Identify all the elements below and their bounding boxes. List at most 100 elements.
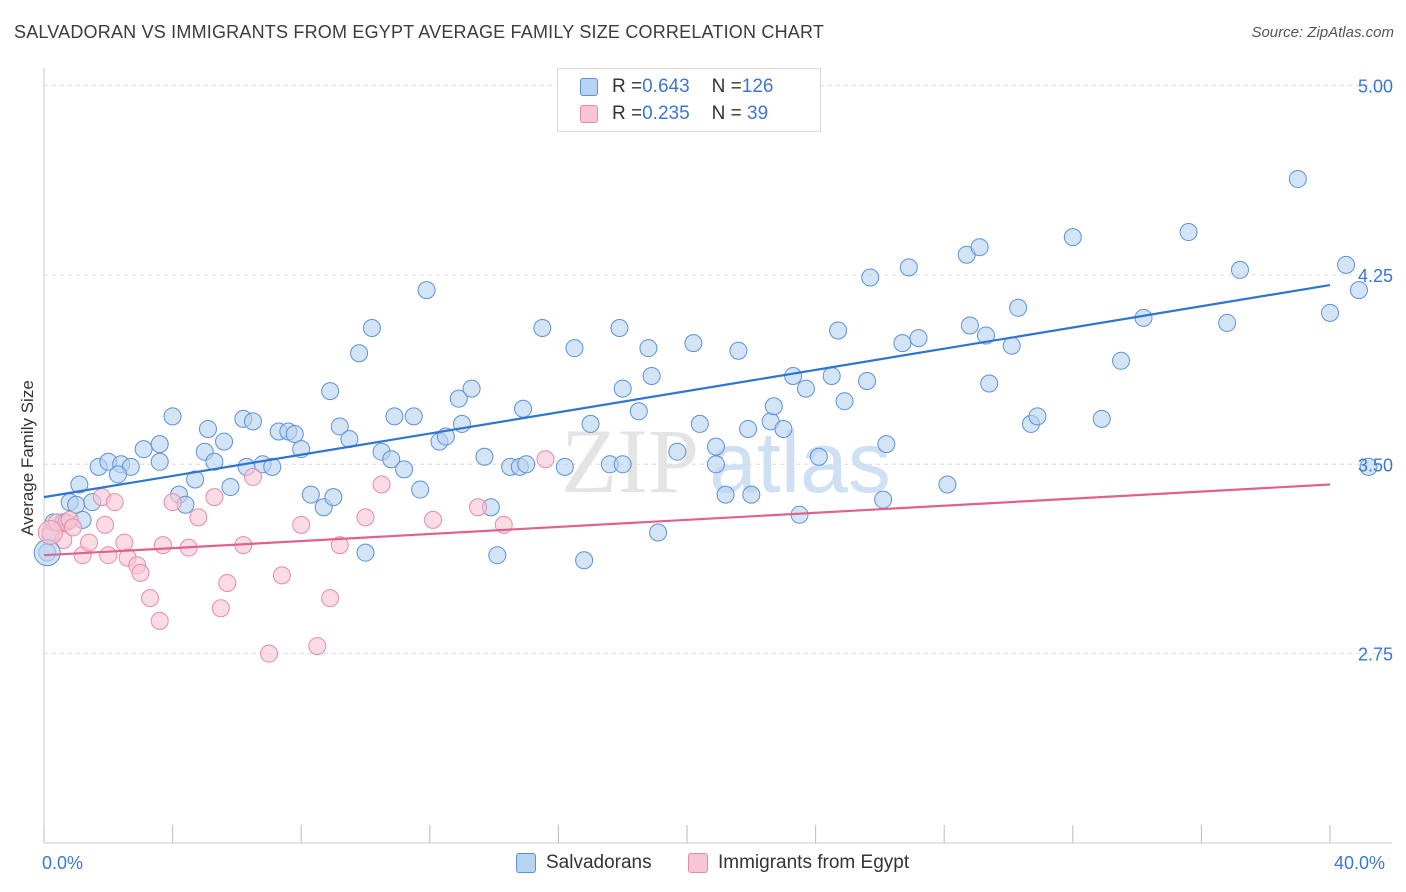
salvadoran-point [1002, 336, 1021, 355]
y-tick-label: 2.75 [1358, 645, 1393, 665]
salvadoran-point [565, 339, 584, 358]
salvadoran-point [411, 480, 430, 499]
salvadoran-point [706, 437, 725, 456]
salvadoran-point [449, 389, 468, 408]
salvadoran-point [690, 414, 709, 433]
salvadoran-point [909, 329, 928, 348]
salvadoran-point [1092, 409, 1111, 428]
egypt-point [469, 498, 488, 517]
salvadoran-point [163, 407, 182, 426]
egypt-point [131, 563, 150, 582]
egypt-point [356, 508, 375, 527]
bottom-legend-label-salvadorans: Salvadorans [546, 852, 652, 873]
legend-swatch-pink [580, 105, 598, 123]
egypt-point [260, 644, 279, 663]
legend-n-value: 39 [741, 103, 769, 124]
chart-title: SALVADORAN VS IMMIGRANTS FROM EGYPT AVER… [14, 22, 825, 42]
salvadoran-point [285, 425, 304, 444]
salvadoran-point [263, 457, 282, 476]
salvadoran-point [822, 366, 841, 385]
egypt-point [243, 467, 262, 486]
salvadoran-point [1179, 223, 1198, 242]
salvadoran-point [976, 326, 995, 345]
legend-row-salvadorans: R = 0.643 N = 126 [580, 75, 773, 99]
egypt-point [163, 493, 182, 512]
salvadoran-point [108, 465, 127, 484]
egypt-point [211, 599, 230, 618]
egypt-point [115, 533, 134, 552]
egypt-point [150, 611, 169, 630]
salvadoran-point [684, 334, 703, 353]
salvadoran-point [1063, 228, 1082, 247]
bottom-legend-label-egypt: Immigrants from Egypt [718, 852, 910, 873]
salvadoran-point [861, 268, 880, 287]
salvadoran-point [1028, 407, 1047, 426]
salvadoran-point [742, 485, 761, 504]
egypt-point [141, 589, 160, 608]
salvadoran-point [796, 379, 815, 398]
egypt-point [80, 533, 99, 552]
salvadoran-point [784, 366, 803, 385]
salvadoran-trend-line [43, 283, 1331, 499]
salvadoran-point [639, 339, 658, 358]
points-layer [33, 170, 1378, 663]
egypt-point [536, 450, 555, 469]
egypt-point [189, 508, 208, 527]
legend-swatch-blue [580, 78, 598, 96]
salvadoran-point [1359, 457, 1378, 476]
salvadoran-point [417, 281, 436, 300]
salvadoran-point [581, 414, 600, 433]
salvadoran-point [1288, 170, 1307, 189]
salvadoran-point [517, 455, 536, 474]
salvadoran-point [555, 457, 574, 476]
salvadoran-point [514, 399, 533, 418]
salvadoran-point [350, 344, 369, 363]
bottom-legend-egypt: Immigrants from Egypt [688, 852, 909, 874]
salvadoran-point [1321, 303, 1339, 322]
salvadoran-point [205, 452, 224, 471]
salvadoran-point [243, 412, 262, 431]
salvadoran-point [649, 523, 668, 542]
salvadoran-point [668, 442, 687, 461]
salvadoran-point [134, 440, 153, 459]
salvadoran-point [575, 551, 594, 570]
salvadoran-point [321, 382, 340, 401]
egypt-trend-line [43, 483, 1331, 557]
salvadoran-point [858, 372, 877, 390]
salvadoran-point [462, 379, 481, 398]
legend-n-label: N = [711, 103, 742, 124]
salvadoran-point [186, 470, 205, 489]
egypt-point [153, 536, 172, 555]
y-tick-label: 3.50 [1358, 455, 1393, 475]
trend-layer [43, 283, 1331, 557]
egypt-point [99, 546, 118, 565]
watermark-atlas: atlas [709, 415, 891, 511]
salvadoran-point [385, 407, 404, 426]
y-tick-labels: 2.75 3.50 4.25 5.00 [1358, 77, 1393, 665]
salvadoran-point [1218, 313, 1237, 332]
grid-layer [44, 85, 1392, 655]
salvadoran-point [533, 318, 552, 337]
salvadoran-point [716, 485, 735, 504]
egypt-point [330, 536, 349, 555]
salvadoran-point [893, 334, 912, 353]
salvadoran-point [610, 318, 629, 337]
salvadoran-point [809, 447, 828, 466]
salvadoran-point [1009, 298, 1028, 317]
legend-r-label: R = [612, 76, 643, 97]
salvadoran-point [829, 321, 848, 340]
salvadoran-point [729, 341, 748, 360]
egypt-point [372, 475, 391, 494]
salvadoran-point [395, 460, 414, 479]
salvadoran-point [1349, 281, 1368, 300]
bottom-legend-swatch-blue [516, 853, 536, 873]
salvadoran-point [70, 475, 89, 494]
salvadoran-point [404, 407, 423, 426]
egypt-point [37, 519, 63, 545]
legend-n-value: 126 [741, 76, 774, 97]
salvadoran-point [382, 450, 401, 469]
source-label: Source: ZipAtlas.com [1251, 24, 1394, 41]
salvadoran-point [1337, 255, 1356, 274]
salvadoran-point [362, 318, 381, 337]
